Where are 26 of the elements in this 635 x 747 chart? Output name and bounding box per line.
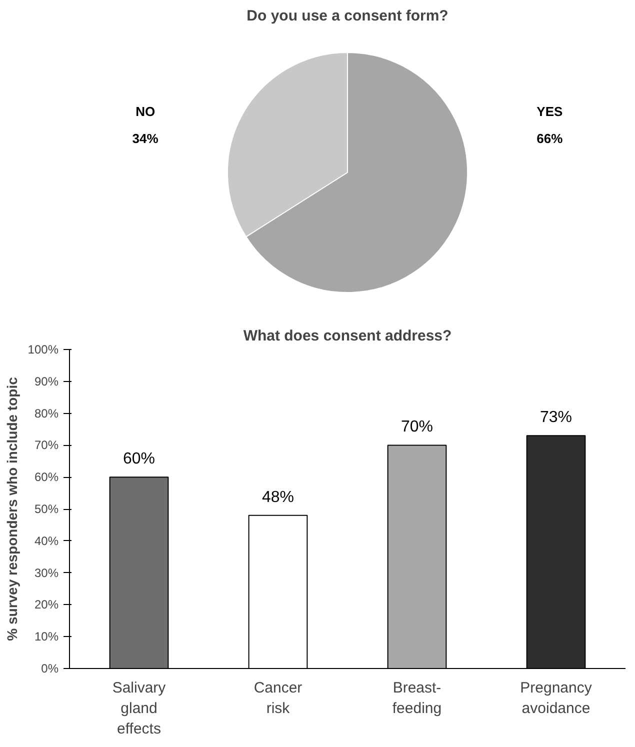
y-axis-title: % survey responders who include topic bbox=[4, 376, 20, 641]
y-tick-label: 40% bbox=[34, 534, 59, 548]
chart-title: Do you use a consent form? bbox=[246, 8, 448, 24]
y-tick-label: 30% bbox=[34, 566, 59, 580]
slice-label: NO bbox=[136, 104, 156, 119]
y-tick-label: 0% bbox=[41, 662, 59, 676]
y-tick-label: 60% bbox=[34, 470, 59, 484]
x-tick-label: Salivary gland effects bbox=[112, 680, 166, 738]
slice-label: YES bbox=[536, 104, 564, 119]
y-tick-label: 90% bbox=[34, 374, 59, 388]
y-tick-label: 20% bbox=[34, 598, 59, 612]
chart-title: What does consent address? bbox=[243, 328, 452, 344]
y-tick-label: 100% bbox=[28, 342, 59, 356]
y-tick-label: 80% bbox=[34, 406, 59, 420]
data-label: 66% bbox=[536, 130, 564, 146]
data-label: 60% bbox=[122, 450, 156, 468]
data-label: 48% bbox=[262, 488, 294, 506]
data-label: 73% bbox=[540, 409, 572, 426]
data-label: 70% bbox=[400, 418, 434, 436]
x-tick-label: Pregnancy avoidance bbox=[520, 680, 592, 717]
y-tick-label: 70% bbox=[34, 438, 59, 452]
y-tick-label: 10% bbox=[34, 630, 59, 644]
y-tick-label: 50% bbox=[34, 502, 59, 516]
x-tick-label: Breast-feeding bbox=[392, 680, 442, 717]
data-label: 34% bbox=[132, 130, 159, 146]
x-tick-label: Cancer risk bbox=[254, 680, 302, 717]
